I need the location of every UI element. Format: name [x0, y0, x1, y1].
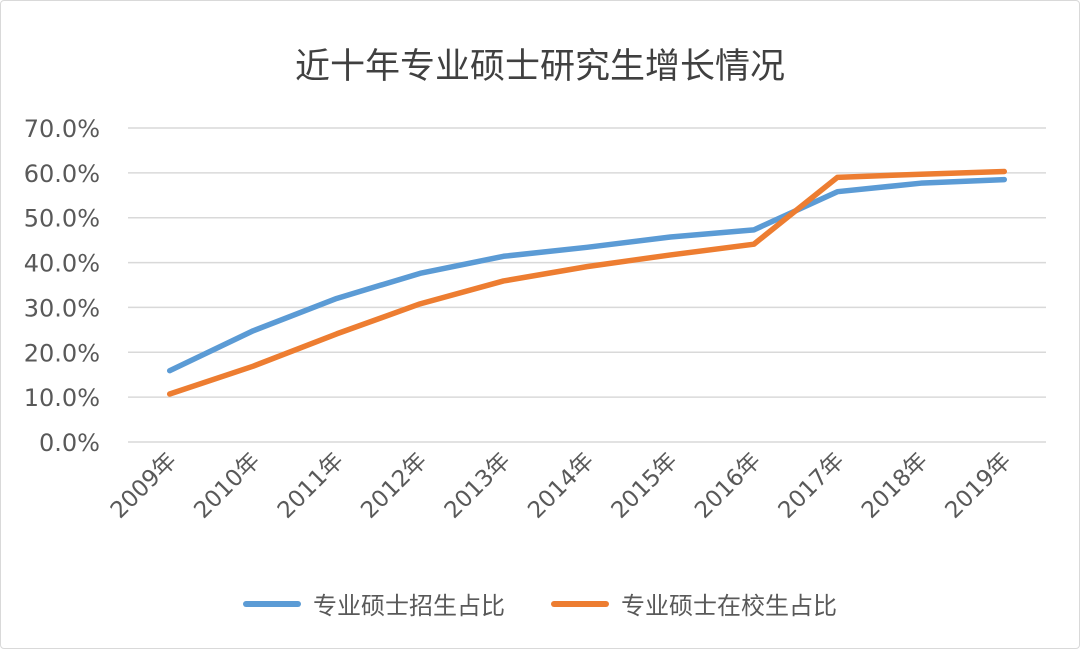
x-tick-label: 2009年 [106, 448, 182, 524]
legend-swatch-in-school [551, 600, 609, 607]
legend-swatch-enrollment [243, 600, 301, 607]
x-tick-label: 2018年 [857, 448, 933, 524]
y-tick-label: 70.0% [24, 115, 100, 143]
y-tick-label: 30.0% [24, 294, 100, 322]
x-tick-label: 2012年 [356, 448, 432, 524]
x-tick-label: 2010年 [189, 448, 265, 524]
x-tick-label: 2016年 [690, 448, 766, 524]
y-tick-label: 0.0% [39, 429, 100, 457]
x-tick-label: 2011年 [273, 448, 349, 524]
x-tick-label: 2014年 [523, 448, 599, 524]
x-tick-label: 2015年 [607, 448, 683, 524]
y-tick-label: 50.0% [24, 205, 100, 233]
y-tick-label: 60.0% [24, 160, 100, 188]
y-tick-label: 10.0% [24, 384, 100, 412]
x-tick-label: 2019年 [940, 448, 1016, 524]
legend-label-in-school: 专业硕士在校生占比 [621, 592, 837, 620]
y-tick-label: 20.0% [24, 339, 100, 367]
legend-item-in-school: 专业硕士在校生占比 [551, 586, 837, 621]
x-tick-label: 2017年 [774, 448, 850, 524]
legend: 专业硕士招生占比 专业硕士在校生占比 [0, 586, 1080, 621]
chart-title: 近十年专业硕士研究生增长情况 [294, 47, 785, 87]
x-tick-label: 2013年 [440, 448, 516, 524]
series-lines [166, 168, 1008, 397]
series-line-1 [166, 168, 1008, 397]
x-axis-ticks: 2009年 2010年 2011年 2012年 2013年 2014年 2015年 2016年… [106, 448, 1017, 524]
y-tick-label: 40.0% [24, 250, 100, 278]
legend-item-enrollment: 专业硕士招生占比 [243, 586, 505, 621]
y-axis-ticks: 0.0% 10.0% 20.0% 30.0% 40.0% 50.0% 60.0% 70.0% [24, 115, 100, 457]
series-line-0 [166, 176, 1008, 374]
legend-label-enrollment: 专业硕士招生占比 [313, 592, 505, 620]
gridlines [128, 127, 1046, 443]
